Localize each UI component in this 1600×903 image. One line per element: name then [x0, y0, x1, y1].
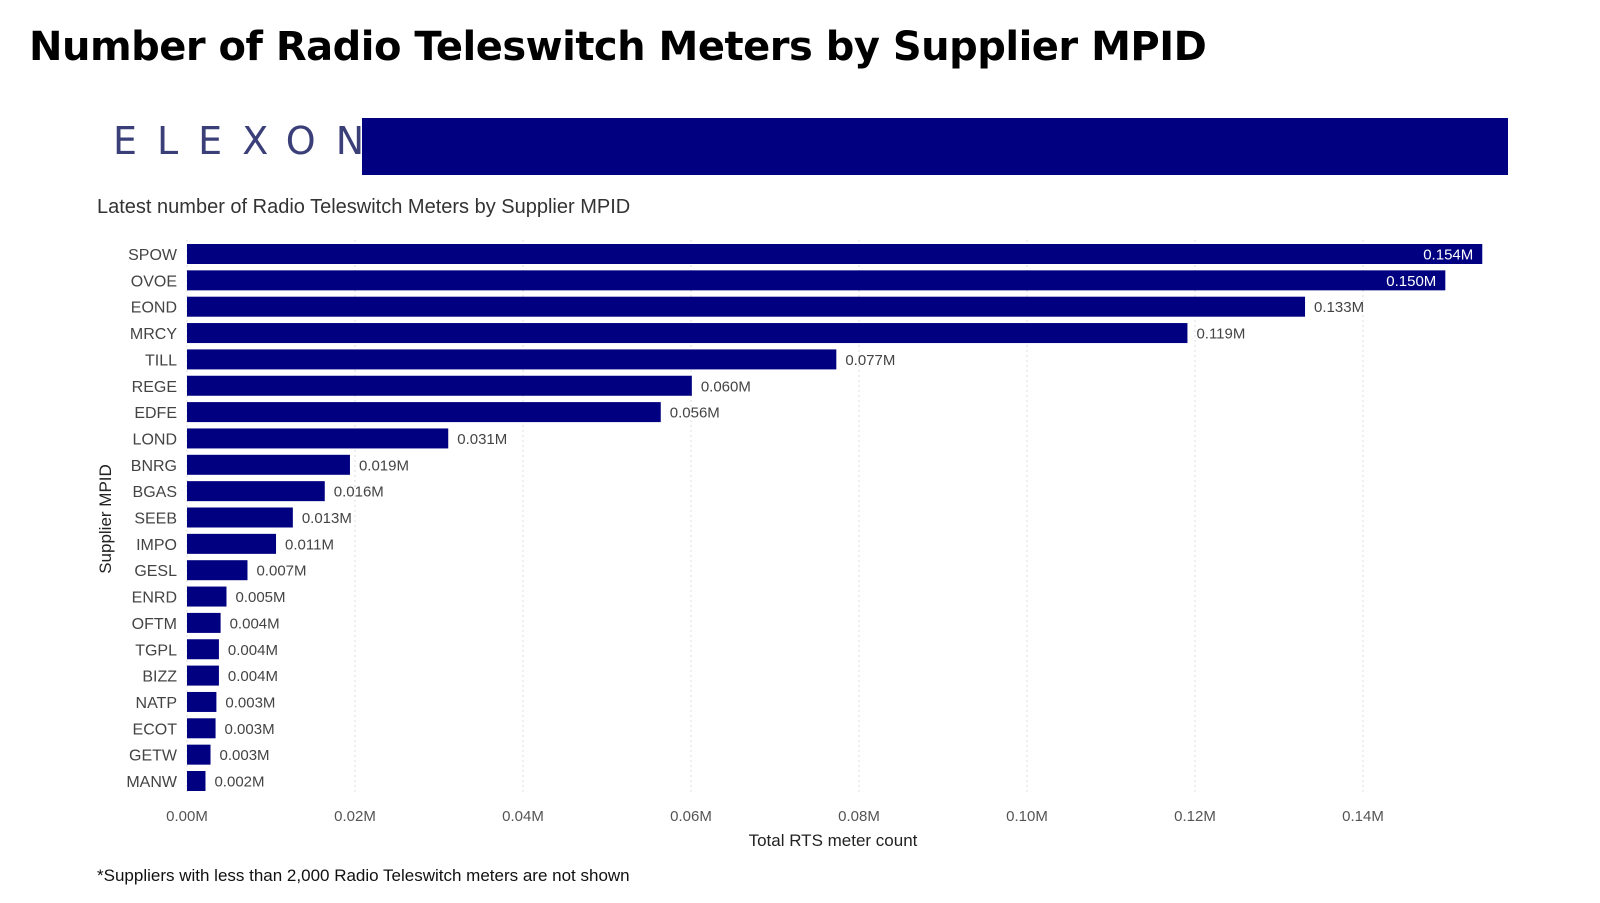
data-label: 0.119M: [1196, 326, 1245, 343]
category-label: MRCY: [130, 326, 177, 343]
category-label: TGPL: [135, 642, 177, 659]
bar: [187, 402, 661, 423]
x-tick-label: 0.12M: [1174, 808, 1216, 825]
category-label: TILL: [145, 352, 177, 369]
category-label: LOND: [133, 431, 177, 448]
data-label: 0.005M: [235, 589, 285, 606]
bar: [187, 244, 1483, 264]
data-label: 0.003M: [225, 694, 275, 711]
category-label: OFTM: [132, 616, 177, 633]
category-label: MANW: [126, 774, 178, 791]
bar: [187, 507, 293, 528]
category-label: BGAS: [133, 484, 177, 501]
category-label: NATP: [136, 695, 177, 712]
category-label: BIZZ: [142, 669, 177, 686]
data-label: 0.016M: [334, 484, 384, 501]
data-label: 0.004M: [228, 642, 278, 659]
brand-banner: [362, 118, 1508, 175]
x-tick-label: 0.08M: [838, 808, 880, 825]
x-tick-label: 0.00M: [166, 808, 208, 825]
bar: [187, 744, 211, 765]
bar: [187, 771, 206, 791]
bar: [187, 665, 219, 686]
category-label: IMPO: [136, 537, 177, 554]
data-label: 0.077M: [845, 352, 895, 369]
category-label: ENRD: [132, 590, 177, 607]
data-label: 0.004M: [228, 668, 278, 685]
bar: [187, 560, 248, 581]
bar: [187, 296, 1306, 317]
bar: [187, 533, 277, 554]
bar: [187, 428, 449, 449]
data-label: 0.003M: [225, 721, 275, 738]
category-label: EDFE: [134, 405, 177, 422]
data-label: 0.154M: [1423, 247, 1473, 264]
y-axis-title: Supplier MPID: [96, 464, 115, 574]
data-label: 0.011M: [285, 536, 334, 553]
bar: [187, 481, 325, 502]
x-axis-title: Total RTS meter count: [749, 831, 918, 850]
bar: [187, 375, 692, 396]
category-label: BNRG: [131, 458, 177, 475]
category-label: SEEB: [134, 511, 177, 528]
category-label: REGE: [132, 379, 177, 396]
chart-title: Latest number of Radio Teleswitch Meters…: [97, 196, 631, 218]
category-label: SPOW: [128, 247, 178, 264]
data-label: 0.004M: [230, 615, 280, 632]
bar: [187, 718, 216, 739]
bar: [187, 454, 350, 475]
data-label: 0.031M: [457, 431, 507, 448]
category-label: OVOE: [131, 273, 177, 290]
category-label: GETW: [129, 748, 178, 765]
data-label: 0.056M: [670, 405, 720, 422]
footnote: *Suppliers with less than 2,000 Radio Te…: [97, 866, 630, 885]
category-label: EOND: [131, 300, 177, 317]
category-label: GESL: [134, 563, 177, 580]
x-tick-label: 0.10M: [1006, 808, 1048, 825]
bar: [187, 586, 227, 607]
data-label: 0.150M: [1386, 273, 1436, 290]
bar: [187, 691, 217, 712]
data-label: 0.019M: [359, 457, 409, 474]
bar: [187, 270, 1446, 291]
category-label: ECOT: [133, 721, 178, 738]
bar: [187, 639, 219, 660]
elexon-logo: ELEXON: [113, 119, 385, 163]
x-tick-label: 0.02M: [334, 808, 376, 825]
bar: [187, 349, 837, 370]
data-label: 0.133M: [1314, 299, 1364, 316]
bar: [187, 323, 1188, 344]
data-label: 0.003M: [220, 747, 270, 764]
data-label: 0.060M: [701, 378, 751, 395]
x-tick-label: 0.14M: [1342, 808, 1384, 825]
x-tick-label: 0.04M: [502, 808, 544, 825]
bar: [187, 612, 221, 633]
data-label: 0.007M: [256, 563, 306, 580]
data-label: 0.013M: [302, 510, 352, 527]
page-title: Number of Radio Teleswitch Meters by Sup…: [29, 24, 1207, 70]
data-label: 0.002M: [214, 774, 264, 791]
x-tick-label: 0.06M: [670, 808, 712, 825]
